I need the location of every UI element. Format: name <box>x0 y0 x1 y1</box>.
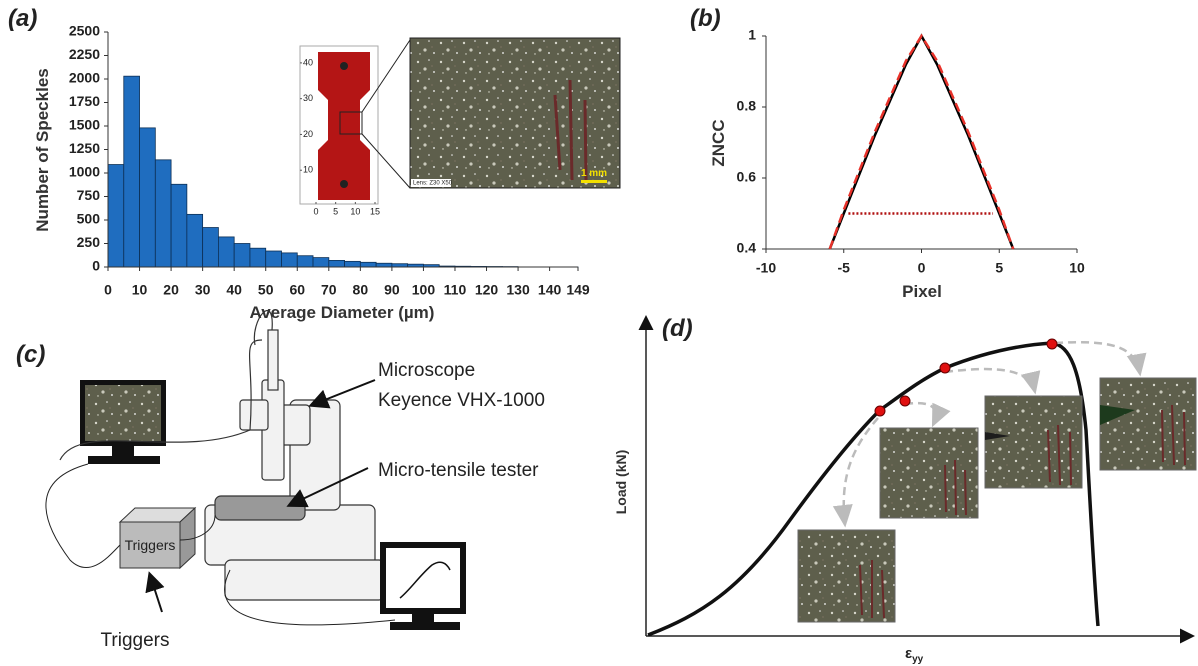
y-tick-label: 1500 <box>69 117 100 133</box>
bar <box>250 248 266 267</box>
trigger-box-label: Triggers <box>125 537 176 553</box>
line-chart: 0.4 0.6 0.8 1 -10 -5 0 5 10 <box>737 27 1085 276</box>
y-tick-label: 0.8 <box>737 98 757 114</box>
bar <box>234 244 250 268</box>
x-tick-label: 120 <box>475 282 499 298</box>
x-tick-label: 100 <box>412 282 436 298</box>
x-axis-title: Pixel <box>902 282 942 301</box>
y-tick-label: 250 <box>77 234 101 250</box>
pointer-arrow <box>312 380 375 405</box>
x-tick-label: 70 <box>321 282 337 298</box>
x-tick-label: 0 <box>104 282 112 298</box>
y-tick-label: 750 <box>77 187 101 203</box>
x-tick-label: 130 <box>506 282 530 298</box>
y-axis-title: Number of Speckles <box>33 68 52 231</box>
bar <box>345 261 361 267</box>
y-tick-label: 2500 <box>69 23 100 39</box>
scale-bar <box>581 180 607 183</box>
x-tick-label: 5 <box>995 260 1003 276</box>
x-tick-label: 140 <box>538 282 562 298</box>
y-tick-label: 0.6 <box>737 169 757 185</box>
y-tick-label: 1250 <box>69 140 100 156</box>
bar <box>313 258 329 267</box>
y-tick-label: 2250 <box>69 46 100 62</box>
inset-x-tick-label: 0 <box>313 206 318 216</box>
x-tick-label: 90 <box>384 282 400 298</box>
x-tick-label: 10 <box>1069 260 1085 276</box>
lens-label: Lens: Z30 X50 <box>413 181 453 187</box>
x-tick-label: 20 <box>163 282 179 298</box>
panel-label: (d) <box>662 315 693 342</box>
x-tick-label: 60 <box>289 282 305 298</box>
bar <box>281 253 297 267</box>
y-tick-label: 2000 <box>69 70 100 86</box>
figure: (a) Average Diameter (µm) Number of Spec… <box>0 0 1198 666</box>
bar <box>108 165 124 267</box>
inset-y-tick-label: 40 <box>303 57 313 67</box>
y-axis-title: ZNCC <box>709 119 728 166</box>
bar <box>171 184 187 267</box>
y-tick-label: 1000 <box>69 164 100 180</box>
y-tick-label: 0.4 <box>737 240 757 256</box>
bar <box>297 256 313 267</box>
inset-y-tick-label: 20 <box>303 129 313 139</box>
label: Triggers <box>101 630 170 651</box>
y-axis-title: Load (kN) <box>613 450 629 515</box>
panel-label: (b) <box>690 5 721 32</box>
label: Microscope <box>378 360 475 381</box>
x-tick-label: -5 <box>838 260 851 276</box>
x-tick-label: 80 <box>353 282 369 298</box>
x-tick-label: 0 <box>918 260 926 276</box>
bar <box>266 251 282 267</box>
scale-bar-label: 1 mm <box>581 168 607 179</box>
cable <box>46 464 120 568</box>
x-tick-label: 30 <box>195 282 211 298</box>
subscript: yy <box>912 654 924 665</box>
series-line <box>830 36 1013 249</box>
panel-label: (c) <box>16 341 45 368</box>
bar <box>155 160 171 267</box>
bar <box>376 263 392 267</box>
thumbnails <box>798 378 1196 622</box>
monitor-right <box>380 542 466 630</box>
x-tick-label: 110 <box>444 282 467 298</box>
bar <box>218 237 234 267</box>
x-tick-label: 40 <box>226 282 242 298</box>
specimen-hole <box>340 62 348 70</box>
x-tick-label: 10 <box>132 282 148 298</box>
x-tick-label: 149 <box>566 282 590 298</box>
y-tick-label: 1750 <box>69 93 100 109</box>
inset-x-tick-label: 10 <box>350 206 360 216</box>
y-tick-label: 500 <box>77 211 101 227</box>
bar <box>329 260 345 267</box>
x-axis-title: εyy <box>905 645 924 665</box>
symbol: ε <box>905 645 912 662</box>
panel-label: (a) <box>8 5 37 32</box>
inset-x-tick-label: 5 <box>333 206 338 216</box>
label: Micro-tensile tester <box>378 460 539 481</box>
pointer-arrow <box>150 575 162 612</box>
monitor-left <box>80 380 166 464</box>
inset-x-tick-label: 15 <box>370 206 380 216</box>
x-tick-label: -10 <box>756 260 776 276</box>
series-line <box>830 36 1013 249</box>
bar <box>360 262 376 267</box>
bar <box>140 128 156 267</box>
bar <box>187 214 203 267</box>
specimen-hole <box>340 180 348 188</box>
y-tick-label: 0 <box>92 258 100 274</box>
bar <box>203 228 219 267</box>
x-axis-title: Average Diameter (µm) <box>250 303 435 322</box>
x-tick-label: 50 <box>258 282 274 298</box>
bar <box>124 76 140 267</box>
speckle-image <box>410 38 620 188</box>
inset-y-tick-label: 10 <box>303 165 313 175</box>
label: Keyence VHX-1000 <box>378 390 545 411</box>
inset-y-tick-label: 30 <box>303 93 313 103</box>
y-tick-label: 1 <box>748 27 756 43</box>
